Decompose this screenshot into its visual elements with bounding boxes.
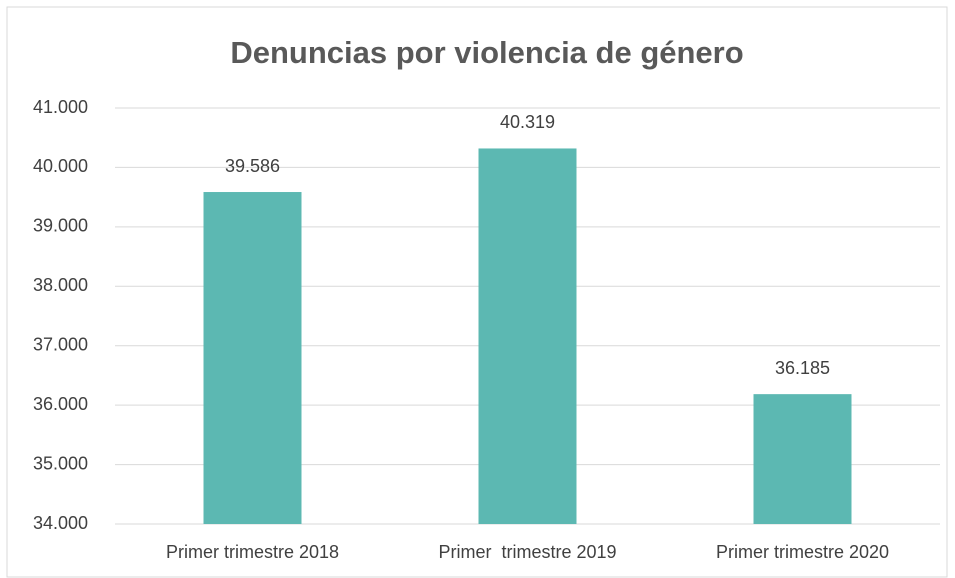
data-label: 36.185: [775, 358, 830, 378]
y-tick-label: 36.000: [33, 394, 88, 414]
x-tick-label: Primer trimestre 2019: [438, 542, 616, 562]
y-tick-label: 37.000: [33, 334, 88, 354]
bar: [753, 394, 852, 524]
y-tick-label: 35.000: [33, 453, 88, 473]
bar: [478, 148, 577, 524]
chart-title: Denuncias por violencia de género: [230, 35, 743, 70]
y-tick-label: 38.000: [33, 275, 88, 295]
y-tick-label: 34.000: [33, 513, 88, 533]
y-tick-label: 41.000: [33, 97, 88, 117]
y-tick-label: 40.000: [33, 156, 88, 176]
data-label: 39.586: [225, 156, 280, 176]
y-tick-label: 39.000: [33, 216, 88, 236]
x-tick-label: Primer trimestre 2020: [716, 542, 889, 562]
x-tick-label: Primer trimestre 2018: [166, 542, 339, 562]
data-label: 40.319: [500, 112, 555, 132]
bar: [203, 192, 302, 525]
